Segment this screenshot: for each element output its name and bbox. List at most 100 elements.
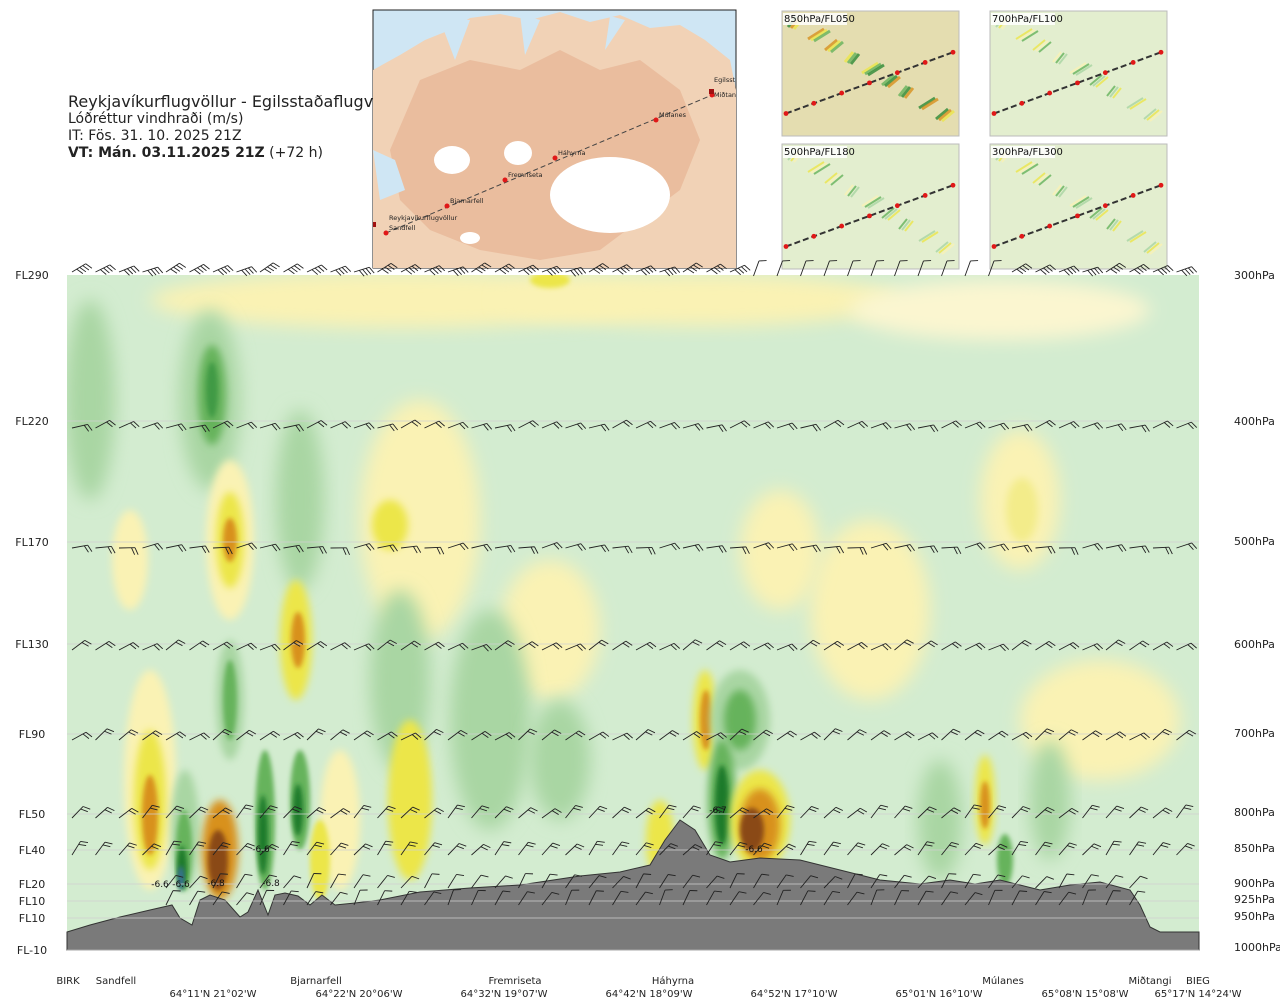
wind-barb bbox=[917, 640, 938, 651]
barb-flag bbox=[1022, 806, 1031, 810]
contour-yellow bbox=[1006, 478, 1038, 542]
barb-shaft bbox=[870, 889, 878, 906]
barb-flag bbox=[906, 545, 912, 552]
wind-barb bbox=[1105, 639, 1126, 651]
barb-shaft bbox=[259, 843, 273, 856]
wind-barb bbox=[71, 263, 93, 274]
barb-shaft bbox=[306, 728, 319, 741]
barb-shaft bbox=[447, 266, 464, 273]
barb-shaft bbox=[471, 543, 488, 549]
wind-barb bbox=[917, 545, 939, 554]
barb-flag bbox=[597, 840, 605, 843]
barb-shaft bbox=[259, 543, 276, 549]
wind-barb bbox=[729, 264, 751, 276]
barb-shaft bbox=[212, 265, 228, 273]
barb-shaft bbox=[612, 640, 627, 651]
barb-flag bbox=[580, 543, 587, 550]
overview-map: ReykjavíkurflugvöllurSandfellBjarnarfell… bbox=[372, 9, 737, 269]
wind-barb bbox=[659, 874, 676, 889]
barb-flag bbox=[1136, 844, 1145, 847]
barb-flag bbox=[272, 262, 280, 268]
wind-barb bbox=[823, 419, 845, 429]
barb-flag bbox=[453, 889, 462, 891]
barb-flag bbox=[601, 639, 609, 645]
barb-shaft bbox=[1176, 266, 1192, 273]
barb-shaft bbox=[894, 890, 902, 906]
barb-shaft bbox=[541, 421, 557, 429]
wind-barb bbox=[565, 730, 586, 741]
barb-flag bbox=[247, 644, 254, 650]
barb-shaft bbox=[518, 641, 533, 651]
wind-barb bbox=[447, 873, 465, 889]
barb-flag bbox=[459, 543, 466, 551]
barb-flag bbox=[202, 640, 210, 646]
wind-barb bbox=[635, 420, 657, 429]
wind-barb bbox=[800, 423, 821, 432]
barb-shaft bbox=[776, 260, 783, 277]
contour-yellow bbox=[530, 275, 570, 288]
wind-barb bbox=[1082, 643, 1104, 651]
barb-shaft bbox=[283, 806, 296, 819]
barb-flag bbox=[457, 804, 465, 808]
barb-flag bbox=[245, 804, 254, 808]
barb-flag bbox=[1116, 733, 1124, 739]
barb-flag bbox=[859, 547, 864, 555]
waypoint-dot bbox=[552, 155, 558, 161]
barb-flag bbox=[414, 264, 422, 270]
barb-flag bbox=[80, 808, 88, 813]
wind-barb bbox=[518, 728, 538, 741]
barb-flag bbox=[366, 730, 374, 736]
barb-shaft bbox=[823, 260, 830, 277]
barb-flag bbox=[858, 643, 865, 650]
barb-flag bbox=[792, 543, 798, 551]
barb-flag bbox=[806, 843, 815, 846]
contour-green bbox=[223, 660, 237, 740]
barb-shaft bbox=[964, 892, 976, 906]
wind-barb bbox=[682, 423, 704, 431]
barb-flag bbox=[369, 543, 375, 550]
wind-barb bbox=[518, 264, 539, 275]
barb-flag bbox=[508, 263, 516, 269]
wind-barb bbox=[424, 728, 444, 741]
wind-barb bbox=[941, 260, 955, 277]
barb-flag bbox=[643, 268, 651, 275]
inset-waypoint bbox=[839, 223, 845, 229]
wind-barb bbox=[259, 543, 281, 552]
wind-barb bbox=[71, 840, 89, 856]
wind-barb bbox=[988, 422, 1010, 431]
wind-barb bbox=[471, 805, 490, 819]
barb-flag bbox=[902, 808, 911, 812]
barb-flag bbox=[480, 846, 488, 851]
barb-flag bbox=[1067, 845, 1075, 849]
barb-shaft bbox=[424, 265, 440, 273]
barb-flag bbox=[602, 731, 610, 737]
barb-flag bbox=[692, 846, 700, 851]
wind-barb bbox=[870, 843, 890, 856]
barb-flag bbox=[807, 890, 816, 892]
barb-flag bbox=[698, 544, 704, 551]
barb-flag bbox=[479, 808, 488, 812]
barb-flag bbox=[597, 808, 605, 812]
barb-flag bbox=[362, 874, 371, 877]
barb-shaft bbox=[729, 420, 745, 429]
barb-flag bbox=[880, 804, 889, 808]
barb-shaft bbox=[706, 732, 721, 741]
barb-flag bbox=[1000, 843, 1008, 848]
barb-flag bbox=[109, 264, 116, 271]
barb-flag bbox=[1046, 728, 1055, 733]
barb-shaft bbox=[729, 264, 745, 273]
inset-label-bg bbox=[991, 13, 1055, 25]
barb-flag bbox=[481, 264, 489, 270]
barb-shaft bbox=[894, 423, 911, 429]
barb-flag bbox=[201, 546, 207, 554]
barb-flag bbox=[628, 545, 633, 554]
inset-streak bbox=[1035, 173, 1049, 185]
wind-barb bbox=[800, 840, 817, 856]
barb-flag bbox=[264, 268, 272, 274]
wind-barb bbox=[706, 424, 727, 433]
inset-waypoint bbox=[991, 111, 997, 116]
barb-flag bbox=[599, 805, 608, 810]
barb-shaft bbox=[682, 543, 699, 549]
barb-flag bbox=[671, 543, 677, 551]
wind-barb bbox=[1035, 264, 1056, 275]
